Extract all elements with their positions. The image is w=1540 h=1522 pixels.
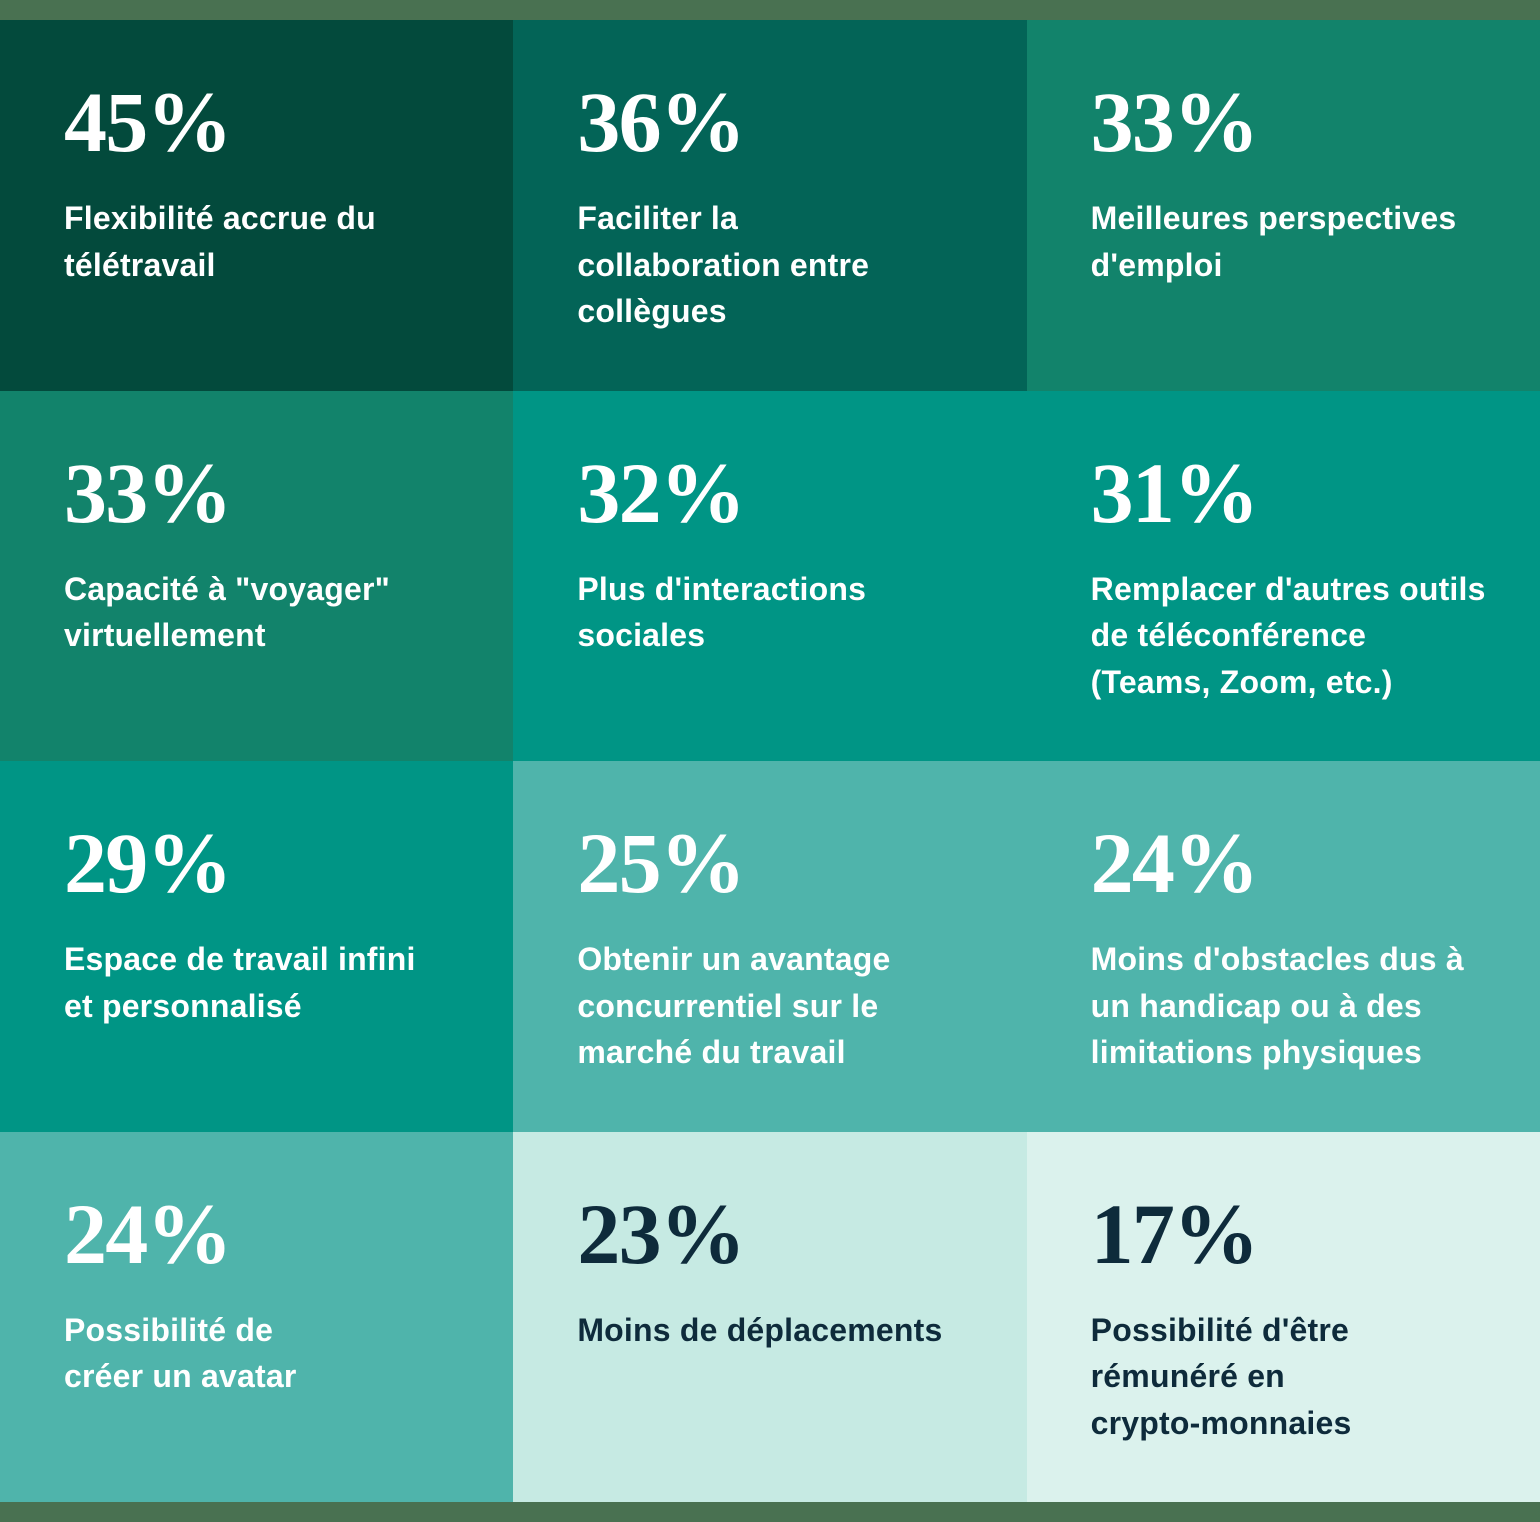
stat-value: 23% bbox=[577, 1185, 746, 1282]
stat-tile: 32% Plus d'interactions sociales bbox=[513, 390, 1027, 761]
stat-label: Obtenir un avantage concurrentiel sur le… bbox=[577, 941, 891, 1071]
top-border-strip bbox=[0, 0, 1540, 20]
stat-value: 25% bbox=[577, 815, 746, 911]
stat-label: Possibilité d'être rémunéré en crypto-mo… bbox=[1090, 1311, 1352, 1441]
stat-tile: 33% Capacité à "voyager" virtuellement bbox=[0, 390, 514, 761]
stat-value: 24% bbox=[64, 1185, 233, 1282]
stat-label: Plus d'interactions sociales bbox=[577, 570, 867, 654]
stat-tile: 36% Faciliter la collaboration entre col… bbox=[513, 20, 1027, 391]
stat-value: 17% bbox=[1090, 1185, 1260, 1282]
stat-label: Remplacer d'autres outils de téléconfére… bbox=[1090, 570, 1486, 700]
stat-value: 45% bbox=[64, 74, 233, 170]
bottom-border-strip bbox=[0, 1502, 1540, 1522]
stat-label: Meilleures perspectives d'emploi bbox=[1090, 200, 1457, 283]
stat-label: Moins d'obstacles dus à un handicap ou à… bbox=[1090, 941, 1464, 1071]
stat-value: 32% bbox=[577, 444, 746, 541]
stat-label: Moins de déplacements bbox=[577, 1311, 943, 1348]
stat-tile: 24% Possibilité de créer un avatar bbox=[0, 1131, 514, 1502]
stat-tile: 33% Meilleures perspectives d'emploi bbox=[1026, 20, 1540, 391]
stat-label: Possibilité de créer un avatar bbox=[64, 1311, 297, 1395]
stat-label: Faciliter la collaboration entre collègu… bbox=[577, 200, 870, 330]
stat-tile: 17% Possibilité d'être rémunéré en crypt… bbox=[1026, 1131, 1540, 1502]
stat-value: 36% bbox=[577, 74, 746, 170]
stat-label: Flexibilité accrue du télétravail bbox=[64, 200, 376, 283]
stat-value: 33% bbox=[1090, 74, 1260, 170]
stat-tile: 25% Obtenir un avantage concurrentiel su… bbox=[513, 761, 1027, 1132]
stat-tile: 24% Moins d'obstacles dus à un handicap … bbox=[1026, 761, 1540, 1132]
stat-tile: 29% Espace de travail infini et personna… bbox=[0, 761, 514, 1132]
stat-label: Espace de travail infini et personnalisé bbox=[64, 941, 416, 1024]
stat-value: 31% bbox=[1090, 444, 1260, 541]
stat-tile: 23% Moins de déplacements bbox=[513, 1131, 1027, 1502]
stat-value: 29% bbox=[64, 815, 233, 911]
stat-tile: 31% Remplacer d'autres outils de télécon… bbox=[1026, 390, 1540, 761]
stat-value: 24% bbox=[1090, 815, 1260, 911]
infographic-grid: 45% Flexibilité accrue du télétravail 36… bbox=[0, 20, 1540, 1502]
stat-value: 33% bbox=[64, 444, 233, 541]
stat-label: Capacité à "voyager" virtuellement bbox=[64, 570, 391, 654]
stat-tile: 45% Flexibilité accrue du télétravail bbox=[0, 20, 514, 391]
